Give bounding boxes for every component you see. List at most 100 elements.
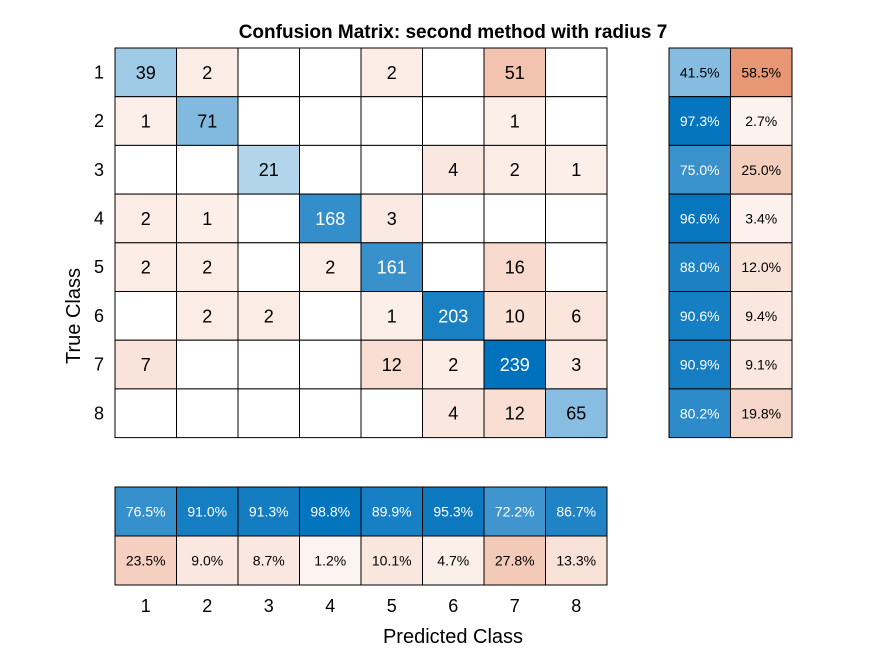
matrix-cell-3-1 xyxy=(114,144,177,195)
y-tick-label-2: 2 xyxy=(94,111,104,131)
matrix-cell-7-4 xyxy=(299,339,362,390)
column-summary-incorrect-6-label: 4.7% xyxy=(437,553,469,569)
matrix-cell-2-2 xyxy=(176,96,239,146)
matrix-cell-4-2-label: 1 xyxy=(202,209,212,229)
column-summary-incorrect-2 xyxy=(176,535,239,586)
matrix-cell-5-6 xyxy=(422,242,485,293)
matrix-cell-7-1-label: 7 xyxy=(141,355,151,375)
row-summary-incorrect-1-label: 58.5% xyxy=(741,64,781,80)
column-summary-correct-3-label: 91.3% xyxy=(249,504,289,520)
column-summary-incorrect-8-label: 13.3% xyxy=(556,553,596,569)
column-summary-correct-5 xyxy=(360,486,423,537)
matrix-cell-2-1-label: 1 xyxy=(141,112,151,132)
matrix-cell-1-5-label: 2 xyxy=(387,63,397,83)
row-summary-incorrect-7-label: 9.1% xyxy=(745,357,777,373)
matrix-cell-5-4-label: 2 xyxy=(325,258,335,278)
matrix-cell-8-4 xyxy=(299,388,362,439)
column-summary-correct-6 xyxy=(422,486,485,537)
matrix-cell-6-3 xyxy=(237,291,300,341)
row-summary-correct-8-label: 80.2% xyxy=(680,405,720,421)
row-summary-incorrect-4-label: 3.4% xyxy=(745,210,777,226)
column-summary-incorrect-5 xyxy=(360,535,423,586)
y-tick-label-4: 4 xyxy=(94,208,104,228)
row-summary-correct-5 xyxy=(668,242,731,293)
row-summary-correct-7 xyxy=(668,339,731,390)
matrix-cell-6-6-label: 203 xyxy=(438,306,468,326)
column-summary-correct-4-label: 98.8% xyxy=(310,504,350,520)
matrix-cell-5-5 xyxy=(360,242,423,293)
column-summary-incorrect-7 xyxy=(483,535,546,586)
x-tick-label-4: 4 xyxy=(325,596,335,616)
row-summary-incorrect-1 xyxy=(730,47,793,98)
row-summary-correct-3 xyxy=(668,144,731,195)
matrix-cell-2-8 xyxy=(545,96,608,146)
matrix-cell-5-4 xyxy=(299,242,362,293)
matrix-cell-7-1 xyxy=(114,339,177,390)
matrix-cell-2-2-label: 71 xyxy=(197,112,217,132)
matrix-cell-3-8 xyxy=(545,144,608,195)
matrix-cell-6-5-label: 1 xyxy=(387,306,397,326)
column-summary-correct-2-label: 91.0% xyxy=(187,504,227,520)
row-summary-incorrect-5-label: 12.0% xyxy=(741,259,781,275)
row-summary-incorrect-8-label: 19.8% xyxy=(741,405,781,421)
matrix-cell-6-2 xyxy=(176,291,239,341)
column-summary-incorrect-6 xyxy=(422,535,485,586)
matrix-cell-1-8 xyxy=(545,47,608,98)
matrix-cell-3-7 xyxy=(483,144,546,195)
matrix-cell-7-3 xyxy=(237,339,300,390)
matrix-cell-3-6-label: 4 xyxy=(448,160,458,180)
y-axis-label: True Class xyxy=(63,268,85,364)
y-tick-label-3: 3 xyxy=(94,160,104,180)
matrix-cell-5-2-label: 2 xyxy=(202,258,212,278)
column-summary-correct-7-label: 72.2% xyxy=(495,504,535,520)
row-summary-correct-7-label: 90.9% xyxy=(680,357,720,373)
matrix-cell-5-2 xyxy=(176,242,239,293)
matrix-cell-8-5 xyxy=(360,388,423,439)
matrix-cell-4-8 xyxy=(545,193,608,244)
row-summary-incorrect-3 xyxy=(730,144,793,195)
row-summary-correct-2-label: 97.3% xyxy=(680,113,720,129)
column-summary-incorrect-4-label: 1.2% xyxy=(314,553,346,569)
x-axis-label: Predicted Class xyxy=(383,626,523,648)
confusion-matrix: 39 2 2 511 71 121 4 2 12 1 168 32 2 2 161 162 2 1 203 10 67 1… xyxy=(114,47,608,439)
matrix-cell-4-4-label: 168 xyxy=(315,209,345,229)
matrix-cell-6-7-label: 10 xyxy=(505,306,525,326)
column-summary-incorrect-1-label: 23.5% xyxy=(126,553,166,569)
row-summary-correct-2 xyxy=(668,96,731,146)
row-summary-correct-6-label: 90.6% xyxy=(680,308,720,324)
column-summary-incorrect-7-label: 27.8% xyxy=(495,553,535,569)
matrix-cell-7-6-label: 2 xyxy=(448,355,458,375)
matrix-cell-4-1 xyxy=(114,193,177,244)
matrix-cell-7-6 xyxy=(422,339,485,390)
matrix-cell-8-6-label: 4 xyxy=(448,404,458,424)
row-summary-incorrect-8 xyxy=(730,388,793,439)
x-tick-label-8: 8 xyxy=(571,596,581,616)
matrix-cell-3-3 xyxy=(237,144,300,195)
matrix-cell-1-7-label: 51 xyxy=(505,63,525,83)
row-summary-incorrect-4 xyxy=(730,193,793,244)
matrix-cell-1-4 xyxy=(299,47,362,98)
matrix-cell-2-3 xyxy=(237,96,300,146)
matrix-cell-2-7-label: 1 xyxy=(510,112,520,132)
matrix-cell-6-2-label: 2 xyxy=(202,306,212,326)
matrix-cell-3-5 xyxy=(360,144,423,195)
column-summary: 76.5% 23.5% 91.0% 9.0% 91.3% 8.7% 98.8% 1.2% 89.… xyxy=(114,486,608,586)
matrix-cell-6-8 xyxy=(545,291,608,341)
matrix-cell-7-5 xyxy=(360,339,423,390)
matrix-cell-1-5 xyxy=(360,47,423,98)
column-summary-correct-8-label: 86.7% xyxy=(556,504,596,520)
matrix-cell-6-5 xyxy=(360,291,423,341)
column-summary-incorrect-5-label: 10.1% xyxy=(372,553,412,569)
matrix-cell-8-3 xyxy=(237,388,300,439)
matrix-cell-8-8-label: 65 xyxy=(566,404,586,424)
row-summary-correct-3-label: 75.0% xyxy=(680,162,720,178)
chart-title: Confusion Matrix: second method with rad… xyxy=(239,22,668,43)
matrix-cell-6-8-label: 6 xyxy=(571,306,581,326)
row-summary-incorrect-2-label: 2.7% xyxy=(745,113,777,129)
row-summary-correct-1-label: 41.5% xyxy=(680,64,720,80)
y-tick-label-7: 7 xyxy=(94,355,104,375)
matrix-cell-7-2 xyxy=(176,339,239,390)
matrix-cell-3-3-label: 21 xyxy=(259,160,279,180)
column-summary-correct-1-label: 76.5% xyxy=(126,504,166,520)
